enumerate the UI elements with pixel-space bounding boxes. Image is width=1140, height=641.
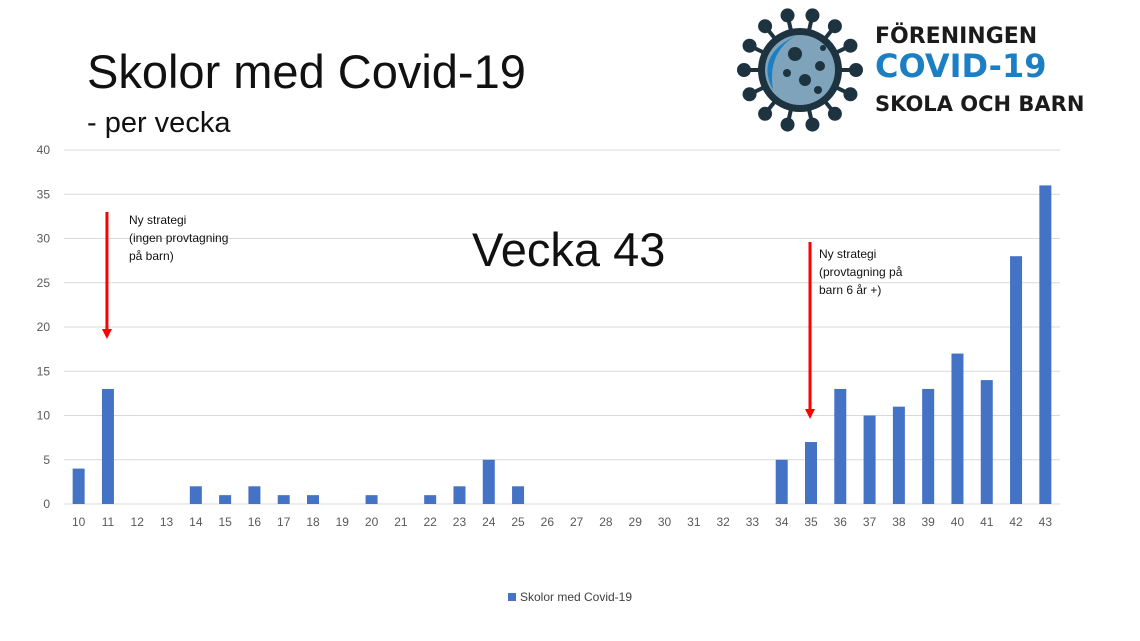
x-tick-label: 12 <box>131 515 145 529</box>
x-tick-label: 29 <box>629 515 643 529</box>
x-tick-label: 13 <box>160 515 174 529</box>
x-tick-label: 43 <box>1039 515 1053 529</box>
x-tick-label: 39 <box>921 515 935 529</box>
x-tick-label: 16 <box>248 515 262 529</box>
x-tick-label: 15 <box>218 515 232 529</box>
annotation-strategy-2: Ny strategi (provtagning på barn 6 år +) <box>819 245 902 299</box>
x-tick-label: 42 <box>1009 515 1023 529</box>
x-tick-label: 31 <box>687 515 701 529</box>
bar <box>1010 256 1023 504</box>
y-tick-label: 10 <box>37 409 51 423</box>
logo-line-skola: SKOLA OCH BARN <box>875 92 1085 116</box>
annotation-strategy-1: Ny strategi (ingen provtagning på barn) <box>129 211 228 265</box>
y-tick-label: 5 <box>43 453 50 467</box>
arrow-head-icon <box>101 329 112 339</box>
y-tick-label: 35 <box>37 187 51 201</box>
logo-line-foreningen: FÖRENINGEN <box>875 24 1038 49</box>
y-tick-label: 30 <box>37 232 51 246</box>
bar <box>307 495 319 504</box>
x-tick-label: 30 <box>658 515 672 529</box>
slide-subtitle: - per vecka <box>87 107 231 139</box>
annotation-line: Ny strategi <box>129 213 187 227</box>
x-tick-label: 37 <box>863 515 877 529</box>
bar <box>101 388 114 504</box>
x-tick-label: 10 <box>72 515 86 529</box>
legend-swatch <box>507 592 516 601</box>
x-tick-label: 18 <box>306 515 320 529</box>
x-tick-label: 24 <box>482 515 496 529</box>
chart-legend: Skolor med Covid-19 <box>0 590 1140 604</box>
arrow-head-icon <box>805 409 815 419</box>
bar <box>72 468 85 504</box>
bar <box>424 495 437 504</box>
x-tick-label: 23 <box>453 515 467 529</box>
x-tick-label: 11 <box>102 515 115 529</box>
bar <box>775 459 788 504</box>
bar <box>892 406 905 504</box>
organization-logo: FÖRENINGEN COVID-19 SKOLA OCH BARN <box>735 8 1095 133</box>
x-tick-label: 14 <box>189 515 203 529</box>
x-tick-label: 25 <box>511 515 525 529</box>
legend-label: Skolor med Covid-19 <box>519 590 633 604</box>
virus-icon <box>737 8 863 132</box>
y-tick-label: 20 <box>37 320 51 334</box>
bar <box>482 459 495 504</box>
x-tick-label: 36 <box>834 515 848 529</box>
x-tick-label: 38 <box>892 515 906 529</box>
bar <box>512 486 525 504</box>
x-tick-label: 17 <box>277 515 291 529</box>
y-tick-label: 25 <box>37 276 51 290</box>
bar <box>805 442 817 504</box>
x-tick-label: 22 <box>423 515 437 529</box>
x-tick-label: 32 <box>716 515 730 529</box>
week-label: Vecka 43 <box>472 223 666 276</box>
x-tick-label: 41 <box>980 515 994 529</box>
bar <box>189 486 202 504</box>
annotation-line: (ingen provtagning <box>129 231 229 245</box>
bar <box>219 495 232 504</box>
bar <box>453 486 466 504</box>
x-tick-label: 35 <box>804 515 818 529</box>
x-tick-label: 33 <box>746 515 760 529</box>
y-tick-label: 40 <box>37 143 51 157</box>
x-tick-label: 26 <box>541 515 555 529</box>
annotation-line: Ny strategi <box>819 247 877 261</box>
annotation-line: barn 6 år +) <box>819 283 882 297</box>
bar <box>277 495 290 504</box>
x-tick-label: 34 <box>775 515 789 529</box>
annotation-line: (provtagning på <box>819 265 903 279</box>
bar <box>248 486 261 504</box>
x-tick-label: 28 <box>599 515 613 529</box>
bar <box>1039 185 1052 504</box>
slide-title: Skolor med Covid-19 <box>87 45 526 98</box>
annotation-line: på barn) <box>129 249 174 263</box>
bar <box>922 388 935 504</box>
x-tick-label: 21 <box>394 515 408 529</box>
x-tick-label: 20 <box>365 515 379 529</box>
logo-line-covid: COVID-19 <box>875 47 1047 85</box>
bar <box>951 353 964 504</box>
x-tick-label: 27 <box>570 515 584 529</box>
x-tick-label: 40 <box>951 515 965 529</box>
bar <box>365 495 378 504</box>
y-tick-label: 15 <box>37 364 51 378</box>
bar <box>863 415 876 504</box>
y-tick-label: 0 <box>43 497 50 511</box>
bar <box>980 380 993 504</box>
x-tick-label: 19 <box>336 515 350 529</box>
bar <box>834 388 847 504</box>
